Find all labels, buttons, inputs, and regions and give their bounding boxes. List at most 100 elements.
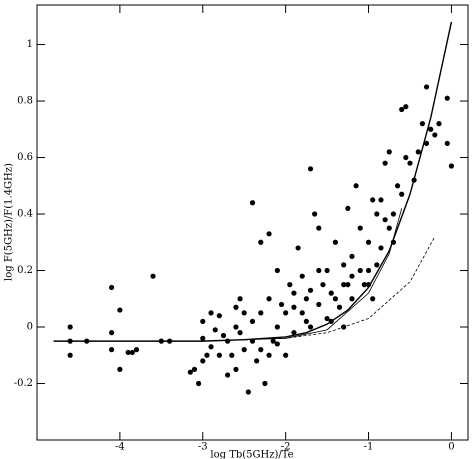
data-point: [365, 267, 372, 274]
data-point: [67, 338, 73, 344]
data-point: [295, 245, 301, 251]
data-point: [249, 318, 256, 324]
plot-frame: [36, 4, 469, 441]
data-point: [390, 211, 397, 217]
data-point: [419, 121, 426, 127]
data-point: [399, 191, 405, 197]
data-point: [237, 296, 243, 302]
data-point: [225, 372, 231, 378]
data-point: [332, 296, 338, 302]
data-point: [332, 239, 338, 245]
data-point: [328, 290, 334, 296]
data-point: [341, 282, 347, 288]
data-point: [291, 304, 297, 310]
data-point: [324, 267, 330, 274]
data-point: [349, 253, 355, 259]
x-tick-label: -3: [198, 442, 208, 453]
data-point: [411, 177, 417, 183]
data-point: [407, 160, 413, 166]
data-point: [382, 217, 388, 223]
data-point: [262, 380, 268, 387]
data-point: [258, 347, 264, 353]
data-point: [287, 282, 293, 288]
data-point: [361, 282, 367, 288]
data-point: [307, 287, 314, 293]
data-point: [415, 149, 421, 155]
data-point: [274, 324, 280, 330]
y-tick-label: 0.2: [17, 265, 33, 276]
data-point: [370, 296, 376, 302]
data-point: [237, 330, 243, 336]
data-point: [200, 358, 206, 364]
y-tick-label: 0.4: [17, 209, 33, 220]
data-point: [212, 327, 218, 333]
data-point: [345, 205, 351, 211]
data-point: [274, 341, 280, 347]
data-point: [291, 330, 297, 336]
data-point: [84, 338, 90, 344]
data-point: [365, 239, 372, 245]
y-tick-label: 1: [27, 39, 33, 50]
data-point: [200, 335, 206, 341]
data-point: [241, 347, 247, 353]
data-point: [312, 211, 318, 217]
model-curve: [53, 208, 403, 342]
data-point: [357, 267, 363, 274]
data-point: [386, 149, 392, 155]
data-point: [324, 315, 330, 322]
data-point: [365, 282, 372, 288]
data-point: [233, 324, 239, 330]
data-point: [399, 106, 405, 113]
data-point: [108, 330, 115, 336]
data-point: [208, 344, 214, 350]
data-point: [345, 282, 351, 288]
data-point: [448, 163, 455, 169]
data-point: [254, 358, 260, 364]
data-point: [266, 296, 272, 302]
data-point: [216, 313, 222, 319]
data-point: [67, 324, 73, 330]
data-point: [403, 154, 409, 161]
data-point: [258, 239, 264, 245]
data-point: [241, 310, 247, 316]
data-point: [353, 183, 359, 189]
x-tick-label: -4: [115, 442, 125, 453]
data-point: [316, 225, 322, 231]
data-point: [349, 273, 355, 279]
data-point: [303, 296, 309, 302]
data-point: [428, 126, 434, 132]
data-point: [258, 310, 264, 316]
y-tick-label: 0: [27, 322, 33, 333]
data-point: [187, 369, 193, 375]
data-point: [233, 366, 239, 372]
data-point: [108, 284, 115, 291]
data-point: [320, 282, 326, 288]
data-point: [291, 290, 297, 296]
data-point: [370, 197, 376, 203]
data-point: [108, 347, 115, 353]
data-point: [225, 338, 231, 344]
data-point: [299, 310, 305, 316]
data-point: [249, 338, 256, 344]
data-point: [328, 318, 334, 324]
data-point: [432, 132, 438, 138]
data-point: [341, 324, 347, 330]
x-tick-label: 0: [448, 442, 454, 453]
data-point: [283, 352, 289, 358]
data-point: [444, 95, 450, 101]
data-point: [403, 104, 409, 110]
data-point: [191, 366, 198, 372]
data-point: [303, 318, 309, 324]
data-point: [196, 380, 202, 387]
data-point: [444, 140, 450, 147]
data-point: [274, 267, 280, 274]
data-point: [378, 245, 384, 251]
data-point: [378, 197, 384, 203]
data-point: [200, 318, 206, 324]
data-point: [341, 262, 347, 268]
data-point: [336, 304, 343, 310]
data-point: [386, 225, 392, 231]
data-point: [208, 310, 214, 316]
data-point: [390, 239, 397, 245]
